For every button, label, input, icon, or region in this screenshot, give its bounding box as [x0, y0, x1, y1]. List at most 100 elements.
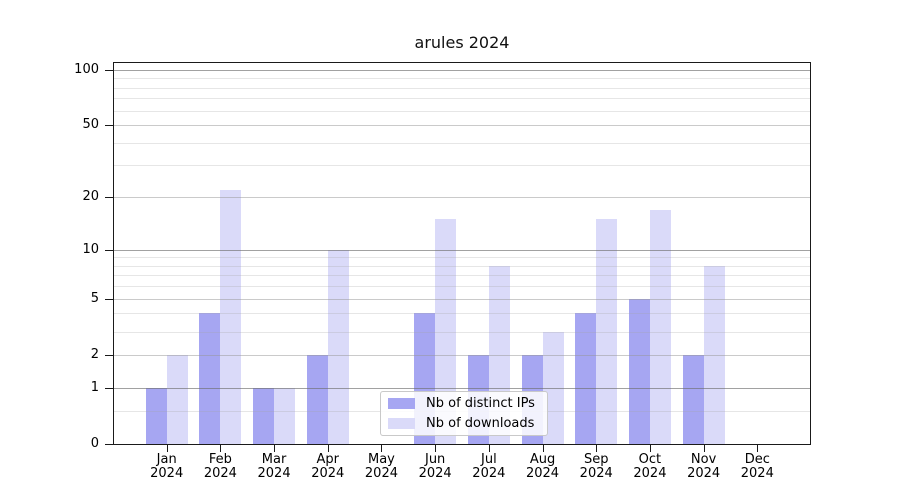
x-tick-month: Nov [690, 452, 717, 467]
gridline-faint [114, 265, 810, 267]
x-tick-label: Jul 2024 [462, 453, 516, 481]
legend-label: Nb of downloads [426, 415, 535, 431]
y-tick-label: 100 [74, 61, 99, 77]
x-tick [381, 445, 383, 452]
x-tick-label: Jan 2024 [140, 453, 194, 481]
x-tick-label: Oct 2024 [623, 453, 677, 481]
gridline-medium [114, 125, 810, 127]
gridline-faint [114, 275, 810, 277]
gridline-faint [114, 87, 810, 89]
bar-nb-of-downloads-apr-2024 [327, 249, 349, 444]
x-tick [220, 445, 222, 452]
x-tick-year: 2024 [150, 466, 184, 481]
x-tick-label: Apr 2024 [301, 453, 355, 481]
bar-nb-of-distinct-ips-feb-2024 [199, 313, 221, 444]
y-tick [105, 387, 113, 389]
gridline-medium [114, 197, 810, 199]
bar-nb-of-downloads-oct-2024 [649, 209, 671, 444]
gridline-faint [114, 98, 810, 100]
bar-nb-of-distinct-ips-mar-2024 [253, 387, 275, 444]
bar-nb-of-distinct-ips-apr-2024 [306, 354, 328, 444]
x-tick [596, 445, 598, 452]
x-tick-label: Sep 2024 [569, 453, 623, 481]
x-tick-month: Sep [583, 452, 609, 467]
y-tick-label: 2 [90, 346, 99, 362]
x-tick-label: Nov 2024 [677, 453, 731, 481]
x-tick [327, 445, 329, 452]
x-tick-year: 2024 [633, 466, 667, 481]
y-tick-label: 20 [82, 189, 99, 205]
x-tick-year: 2024 [525, 466, 560, 481]
x-tick [435, 445, 437, 452]
x-tick-month: May [368, 452, 395, 467]
y-tick [105, 298, 113, 300]
x-tick-month: Apr [316, 452, 340, 467]
legend-swatch-nb-of-downloads [388, 418, 415, 429]
bar-nb-of-distinct-ips-jan-2024 [145, 387, 167, 444]
x-tick-month: Oct [638, 452, 662, 467]
x-tick-year: 2024 [364, 466, 398, 481]
bar-nb-of-downloads-feb-2024 [220, 189, 242, 444]
y-tick [105, 354, 113, 356]
x-tick-year: 2024 [579, 466, 613, 481]
x-tick [703, 445, 705, 452]
x-tick-label: Jun 2024 [408, 453, 462, 481]
gridline-strong [114, 387, 810, 389]
x-tick-month: Jul [481, 452, 497, 467]
bar-nb-of-downloads-mar-2024 [274, 387, 296, 444]
y-tick-label: 1 [90, 379, 99, 395]
x-tick-year: 2024 [257, 466, 291, 481]
gridline-medium [114, 354, 810, 356]
x-tick-label: May 2024 [354, 453, 408, 481]
x-tick-label: Aug 2024 [516, 453, 570, 481]
x-tick-label: Dec 2024 [730, 453, 784, 481]
y-tick-label: 5 [90, 290, 99, 306]
x-tick-year: 2024 [687, 466, 721, 481]
legend-label: Nb of distinct IPs [426, 395, 535, 411]
x-tick-year: 2024 [311, 466, 345, 481]
legend-swatch-nb-of-distinct-ips [388, 398, 415, 409]
gridline-faint [114, 313, 810, 315]
y-tick-label: 50 [82, 117, 99, 133]
x-tick-month: Feb [208, 452, 232, 467]
gridline-faint [114, 165, 810, 167]
x-tick-year: 2024 [472, 466, 506, 481]
x-tick-label: Mar 2024 [247, 453, 301, 481]
y-tick [105, 125, 113, 127]
x-tick-year: 2024 [418, 466, 452, 481]
gridline-faint [114, 331, 810, 333]
bar-nb-of-downloads-jan-2024 [166, 354, 188, 444]
x-tick [166, 445, 168, 452]
legend: Nb of distinct IPs Nb of downloads [380, 391, 548, 436]
x-tick-label: Feb 2024 [193, 453, 247, 481]
x-tick-month: Mar [261, 452, 287, 467]
legend-item: Nb of distinct IPs [388, 394, 547, 414]
y-tick-label: 0 [90, 436, 99, 451]
chart-title: arules 2024 [414, 33, 510, 52]
y-tick-label: 10 [82, 241, 99, 257]
y-tick [105, 444, 113, 445]
x-tick [542, 445, 544, 452]
y-tick [105, 197, 113, 199]
bar-nb-of-distinct-ips-oct-2024 [628, 298, 650, 444]
y-tick [105, 249, 113, 251]
gridline-faint [114, 142, 810, 144]
legend-item: Nb of downloads [388, 414, 547, 434]
x-tick [488, 445, 490, 452]
x-tick-month: Jan [156, 452, 177, 467]
gridline-faint [114, 110, 810, 112]
x-tick-year: 2024 [740, 466, 774, 481]
gridline-strong [114, 249, 810, 251]
y-tick [105, 69, 113, 71]
bar-nb-of-distinct-ips-sep-2024 [575, 313, 597, 444]
x-tick-month: Dec [744, 452, 770, 467]
x-tick [757, 445, 759, 452]
gridline-faint [114, 257, 810, 259]
gridline-faint [114, 78, 810, 80]
x-tick-month: Jun [424, 452, 446, 467]
x-tick [274, 445, 276, 452]
x-tick-year: 2024 [203, 466, 237, 481]
gridline-medium [114, 298, 810, 300]
bar-nb-of-distinct-ips-nov-2024 [682, 354, 704, 444]
